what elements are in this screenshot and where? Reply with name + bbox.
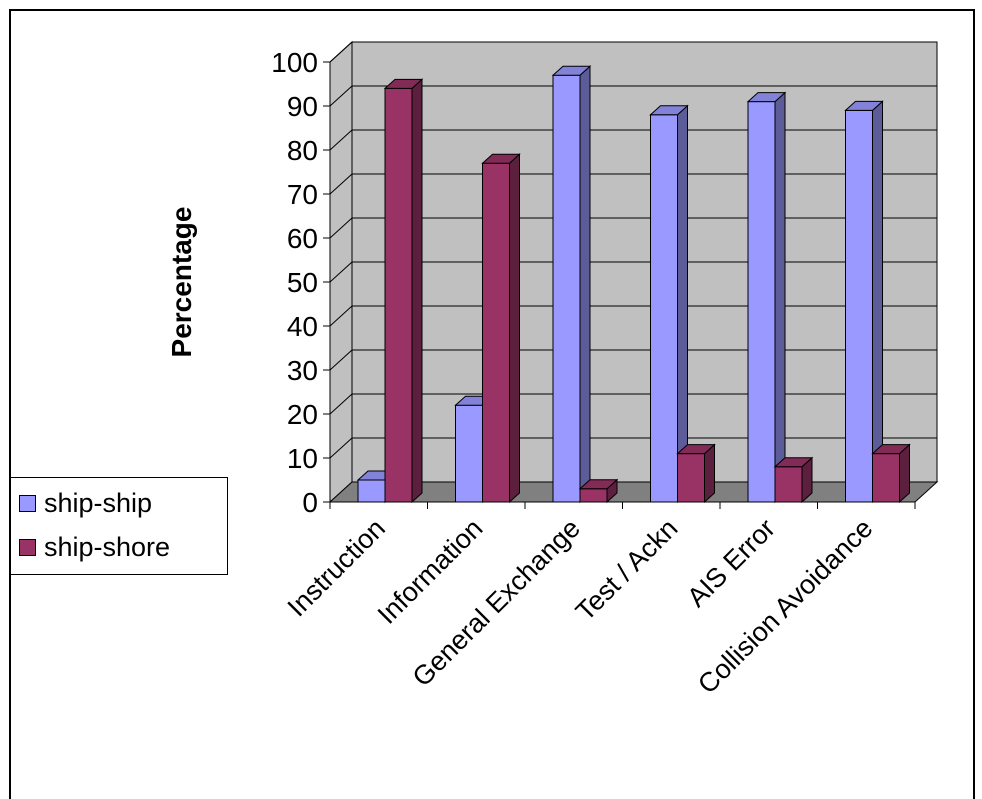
bar-ship-shore-2 [579, 488, 608, 503]
bar-top-ship-shore-1 [481, 153, 521, 164]
gridline-side [329, 305, 353, 327]
bar-side-ship-ship-3 [677, 104, 688, 504]
gridline-side [329, 173, 353, 195]
bar-side-ship-ship-5 [872, 100, 883, 504]
gridline-side [329, 437, 353, 459]
y-tick-label: 100 [271, 47, 318, 78]
bar-top-ship-shore-4 [773, 457, 814, 468]
bar-ship-ship-1 [455, 404, 483, 503]
bars [356, 65, 911, 504]
bar-ship-ship-3 [650, 114, 678, 503]
x-tick-label: General Exchange [407, 513, 586, 692]
legend: ship-ship ship-shore [10, 477, 228, 575]
y-tick-label: 10 [287, 443, 318, 474]
gridline-side [329, 85, 353, 107]
legend-entry-ship-ship: ship-ship [19, 488, 152, 518]
gridline-side [329, 129, 353, 151]
legend-swatch-ship-ship [19, 494, 36, 512]
y-tick-label: 30 [287, 355, 318, 386]
bar-side-ship-shore-3 [704, 443, 715, 504]
gridline-side [329, 217, 353, 239]
plot-area: 0102030405060708090100InstructionInforma… [271, 40, 939, 699]
bar-top-ship-ship-5 [844, 100, 884, 111]
x-tick-label: AIS Error [681, 513, 781, 613]
chart-area [9, 9, 975, 799]
y-tick-label: 0 [302, 487, 318, 518]
bar-ship-shore-4 [774, 466, 803, 503]
y-axis-title: Percentage [166, 207, 197, 358]
bar-side-ship-shore-5 [899, 443, 910, 504]
bar-ship-ship-2 [552, 74, 581, 503]
gridline-side [329, 261, 353, 283]
bar-ship-ship-4 [747, 101, 776, 503]
bar-top-ship-ship-3 [649, 105, 689, 116]
legend-label-ship-ship: ship-ship [44, 487, 153, 518]
bar-top-ship-shore-3 [676, 444, 716, 455]
y-tick-label: 40 [287, 311, 318, 342]
bar-ship-shore-0 [384, 87, 413, 503]
bar-top-ship-ship-2 [551, 65, 592, 76]
bar-ship-ship-0 [357, 479, 386, 503]
y-tick-label: 90 [287, 91, 318, 122]
x-tick-label: Test / Ackn [570, 513, 684, 627]
x-tick-label: Collision Avoidance [692, 513, 878, 699]
bar-side-ship-shore-1 [509, 153, 520, 504]
bar-top-ship-shore-5 [871, 444, 911, 455]
bar-side-ship-ship-4 [774, 91, 786, 504]
y-tick-label: 50 [287, 267, 318, 298]
gridline-side [329, 349, 353, 371]
bar-ship-shore-5 [872, 453, 900, 503]
bar-ship-shore-3 [677, 453, 705, 503]
bar-ship-ship-5 [845, 109, 873, 503]
bar-ship-shore-1 [482, 162, 510, 503]
legend-swatch-ship-shore [19, 538, 36, 556]
legend-entry-ship-shore: ship-shore [19, 532, 170, 562]
gridline-side [329, 41, 353, 63]
bar-side-ship-ship-2 [579, 65, 591, 504]
bar-top-ship-shore-0 [383, 78, 424, 89]
bar-top-ship-ship-4 [746, 92, 787, 103]
bar-side-ship-shore-0 [411, 78, 423, 504]
y-tick-label: 20 [287, 399, 318, 430]
legend-label-ship-shore: ship-shore [44, 531, 171, 562]
y-tick-label: 60 [287, 223, 318, 254]
y-tick-label: 80 [287, 135, 318, 166]
gridline-side [329, 393, 353, 415]
y-tick-label: 70 [287, 179, 318, 210]
bar-top-ship-shore-2 [578, 479, 619, 490]
